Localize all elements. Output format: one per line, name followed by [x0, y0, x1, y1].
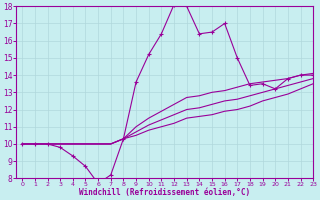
X-axis label: Windchill (Refroidissement éolien,°C): Windchill (Refroidissement éolien,°C) — [79, 188, 250, 197]
